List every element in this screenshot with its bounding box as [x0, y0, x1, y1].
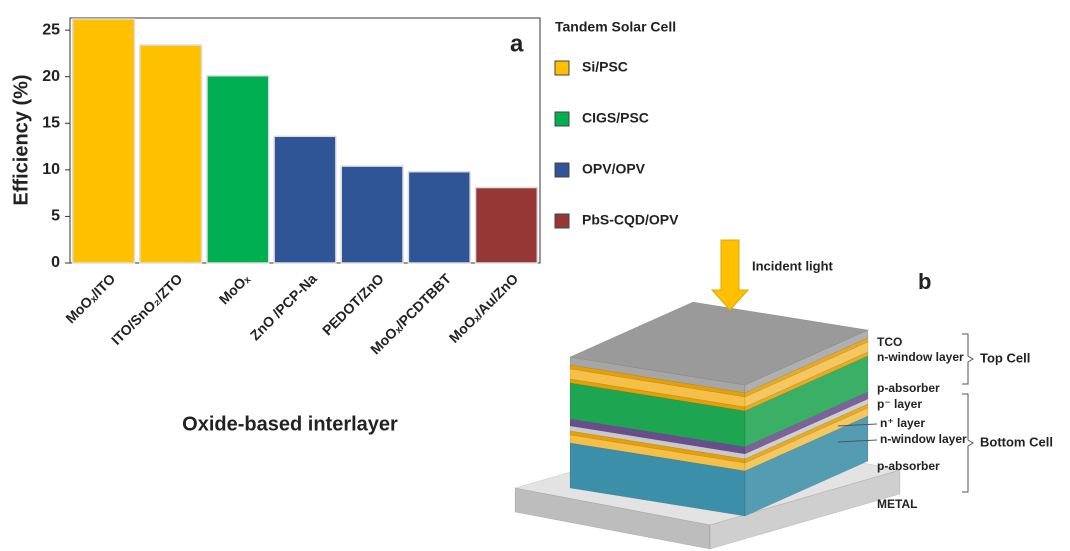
light-label: Incident light: [752, 258, 834, 273]
layer-shade: [745, 392, 868, 454]
y-tick-label: 5: [51, 208, 60, 225]
light-arrow: [710, 239, 750, 311]
y-axis-label: Efficiency (%): [10, 74, 32, 205]
layer-shade: [745, 338, 868, 397]
legend-swatch: [554, 111, 570, 127]
bar: [407, 170, 471, 264]
layer-shade: [745, 408, 868, 471]
x-tick-label: ZnO /PCP-Na: [247, 270, 320, 343]
bar: [206, 75, 270, 264]
legend-title: Tandem Solar Cell: [555, 19, 676, 35]
x-axis-label: Oxide-based interlayer: [182, 413, 398, 435]
layer-label: n-window layer: [880, 432, 967, 446]
layer-label: p⁻ layer: [877, 397, 922, 411]
base-side: [709, 469, 901, 550]
legend-label: CIGS/PSC: [582, 110, 649, 126]
layer-label: n-window layer: [877, 350, 964, 364]
y-tick-label: 0: [51, 254, 60, 271]
bracket: [962, 333, 974, 385]
bar: [273, 135, 337, 264]
x-tick-label: ITO/SnO₂/ZTO: [108, 270, 186, 348]
leader-line: [837, 423, 878, 427]
legend-label: PbS-CQD/OPV: [582, 212, 679, 228]
y-tick-label: 20: [42, 68, 60, 85]
layer-label: METAL: [877, 497, 917, 511]
leader-line: [837, 439, 878, 443]
legend-swatch: [554, 162, 570, 178]
bar: [71, 18, 136, 264]
x-tick-label: PEDOT/ZnO: [319, 270, 387, 338]
layer-shade: [745, 399, 868, 459]
layer-shade: [745, 330, 868, 393]
panel-label: a: [510, 30, 524, 57]
legend-swatch: [554, 60, 570, 76]
layer-top: [568, 301, 870, 386]
group-label: Bottom Cell: [980, 434, 1053, 449]
layer-label: p-absorber: [877, 459, 940, 473]
legend-label: Si/PSC: [582, 59, 628, 75]
y-tick-label: 10: [42, 161, 60, 178]
layer-shade: [745, 416, 868, 516]
panel-label: b: [918, 269, 931, 294]
layer-label: p-absorber: [877, 381, 940, 395]
y-tick-label: 25: [42, 21, 60, 38]
y-tick-label: 15: [42, 114, 60, 131]
layer-side: [744, 415, 869, 517]
layer-shade: [745, 356, 868, 447]
layer-shade: [745, 404, 868, 463]
x-tick-label: MoOₓ/Au/ZnO: [446, 270, 522, 346]
bar: [139, 44, 203, 264]
group-label: Top Cell: [980, 350, 1030, 365]
x-tick-label: MoOₓ: [216, 270, 254, 308]
layer-shade: [745, 342, 868, 407]
bar: [474, 186, 539, 264]
bracket: [962, 393, 974, 493]
layer-label: TCO: [877, 335, 902, 349]
layer-shade: [745, 352, 868, 411]
layer-label: n⁺ layer: [880, 416, 925, 430]
legend-label: OPV/OPV: [582, 161, 646, 177]
x-tick-label: MoOₓ/ITO: [62, 270, 118, 326]
bar: [340, 165, 404, 264]
legend-swatch: [554, 213, 570, 229]
